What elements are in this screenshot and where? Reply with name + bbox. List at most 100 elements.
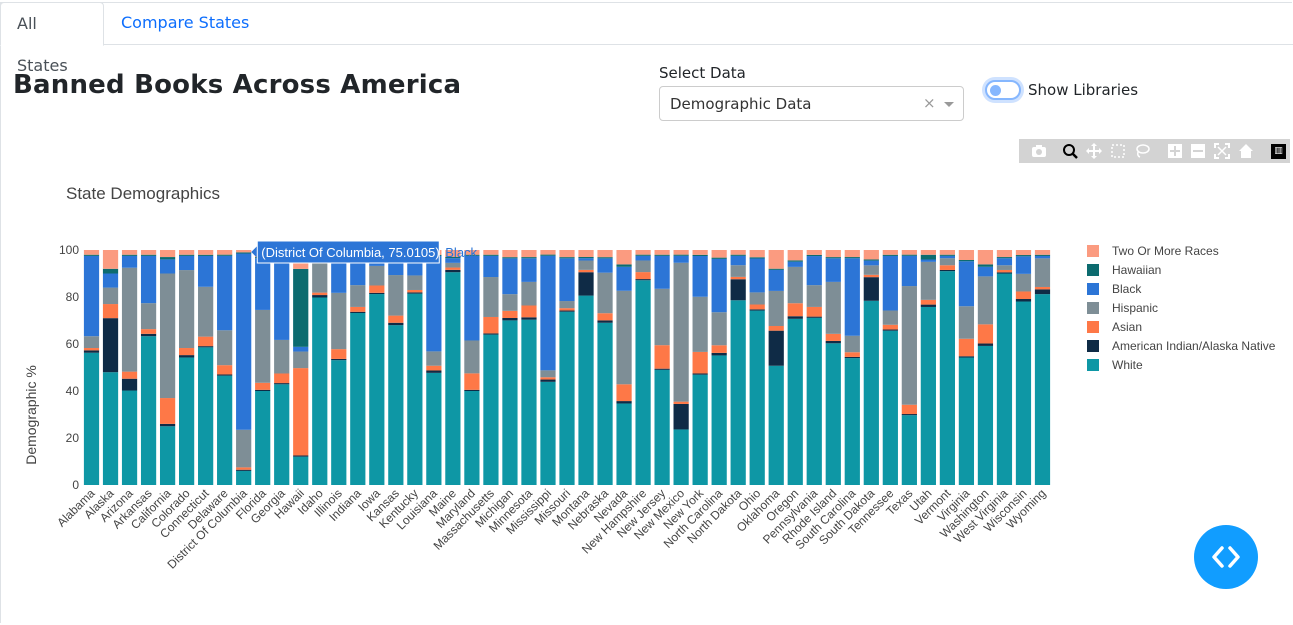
bar-segment[interactable]	[369, 285, 385, 293]
bar-segment[interactable]	[654, 369, 670, 485]
bar-segment[interactable]	[958, 356, 975, 358]
bar-segment[interactable]	[939, 271, 955, 485]
bar-segment[interactable]	[1034, 254, 1051, 256]
bar-segment[interactable]	[217, 330, 233, 366]
bar-segment[interactable]	[882, 250, 898, 255]
bar-segment[interactable]	[692, 374, 708, 485]
bar-segment[interactable]	[255, 382, 271, 390]
bar-segment[interactable]	[958, 250, 975, 260]
bar-segment[interactable]	[445, 269, 461, 273]
bar-segment[interactable]	[825, 340, 841, 344]
show-libraries-toggle[interactable]	[985, 80, 1021, 100]
bar-segment[interactable]	[407, 289, 423, 293]
legend-item[interactable]: Hispanic	[1112, 301, 1158, 315]
bar-segment[interactable]	[407, 293, 423, 485]
bar-segment[interactable]	[996, 272, 1013, 274]
legend-item[interactable]: Two Or More Races	[1112, 244, 1219, 258]
bar-segment[interactable]	[293, 456, 309, 485]
bar-segment[interactable]	[711, 352, 727, 356]
bar-segment[interactable]	[635, 272, 651, 280]
bar-segment[interactable]	[217, 255, 233, 331]
bar-segment[interactable]	[1015, 256, 1032, 274]
bar-segment[interactable]	[920, 306, 936, 485]
select-data-dropdown[interactable]: Demographic Data ×	[659, 86, 964, 121]
bar-segment[interactable]	[578, 272, 594, 296]
bar-segment[interactable]	[159, 273, 176, 399]
bar-segment[interactable]	[121, 254, 138, 256]
bar-segment[interactable]	[1034, 255, 1051, 259]
bar-segment[interactable]	[559, 308, 575, 311]
bar-segment[interactable]	[768, 250, 784, 269]
bar-segment[interactable]	[83, 255, 100, 337]
legend-item[interactable]: Hawaiian	[1112, 263, 1161, 277]
bar-segment[interactable]	[578, 258, 594, 261]
bar-segment[interactable]	[293, 368, 309, 456]
bar-segment[interactable]	[483, 316, 499, 334]
clear-icon[interactable]: ×	[923, 94, 936, 112]
bar-segment[interactable]	[521, 281, 537, 306]
bar-segment[interactable]	[920, 299, 936, 305]
bar-segment[interactable]	[825, 250, 841, 258]
bar-segment[interactable]	[977, 345, 994, 485]
legend-item[interactable]: American Indian/Alaska Native	[1112, 339, 1276, 353]
pan-icon[interactable]	[1086, 143, 1102, 159]
bar-segment[interactable]	[863, 265, 879, 275]
bar-segment[interactable]	[749, 292, 765, 305]
bar-segment[interactable]	[312, 292, 328, 296]
bar-segment[interactable]	[350, 306, 366, 312]
bar-segment[interactable]	[502, 320, 518, 485]
bar-segment[interactable]	[1034, 289, 1051, 295]
bar-segment[interactable]	[426, 365, 442, 371]
bar-segment[interactable]	[464, 254, 480, 256]
bar-segment[interactable]	[502, 250, 518, 258]
bar-segment[interactable]	[1015, 301, 1032, 485]
bar-segment[interactable]	[730, 250, 746, 255]
bar-segment[interactable]	[331, 358, 347, 361]
bar-segment[interactable]	[768, 269, 784, 291]
bar-segment[interactable]	[692, 255, 708, 297]
bar-segment[interactable]	[83, 350, 100, 353]
bar-segment[interactable]	[920, 250, 936, 255]
bar-segment[interactable]	[236, 429, 252, 468]
tab-all-states[interactable]: All States	[0, 2, 104, 75]
bar-segment[interactable]	[711, 258, 727, 313]
bar-segment[interactable]	[749, 257, 765, 259]
bar-segment[interactable]	[83, 254, 100, 256]
bar-segment[interactable]	[977, 250, 994, 265]
bar-segment[interactable]	[787, 260, 803, 262]
bar-segment[interactable]	[445, 267, 461, 270]
bar-segment[interactable]	[958, 357, 975, 486]
code-toggle-button[interactable]	[1194, 525, 1258, 589]
bar-segment[interactable]	[597, 322, 613, 485]
bar-segment[interactable]	[502, 317, 518, 321]
bar-segment[interactable]	[806, 317, 822, 485]
bar-segment[interactable]	[1034, 250, 1051, 255]
bar-segment[interactable]	[236, 252, 252, 254]
bar-segment[interactable]	[711, 257, 727, 259]
bar-segment[interactable]	[369, 265, 385, 286]
bar-segment[interactable]	[445, 250, 461, 258]
bar-segment[interactable]	[217, 365, 233, 375]
bar-segment[interactable]	[388, 315, 404, 323]
bar-segment[interactable]	[578, 269, 594, 273]
bar-segment[interactable]	[198, 255, 214, 287]
bar-segment[interactable]	[825, 333, 841, 341]
bar-segment[interactable]	[882, 330, 898, 485]
bar-segment[interactable]	[787, 303, 803, 317]
bar-segment[interactable]	[502, 257, 518, 259]
legend-swatch[interactable]	[1087, 359, 1099, 371]
bar-segment[interactable]	[882, 254, 898, 256]
bar-segment[interactable]	[483, 333, 499, 335]
bar-segment[interactable]	[274, 384, 290, 485]
bar-segment[interactable]	[806, 316, 822, 318]
bar-segment[interactable]	[331, 360, 347, 485]
bar-segment[interactable]	[844, 335, 860, 353]
bar-segment[interactable]	[159, 250, 176, 258]
bar-segment[interactable]	[901, 255, 917, 287]
bar-segment[interactable]	[844, 358, 860, 485]
bar-segment[interactable]	[102, 287, 119, 305]
bar-segment[interactable]	[1015, 291, 1032, 300]
bar-segment[interactable]	[140, 333, 157, 337]
bar-segment[interactable]	[217, 250, 233, 255]
bar-segment[interactable]	[749, 304, 765, 310]
